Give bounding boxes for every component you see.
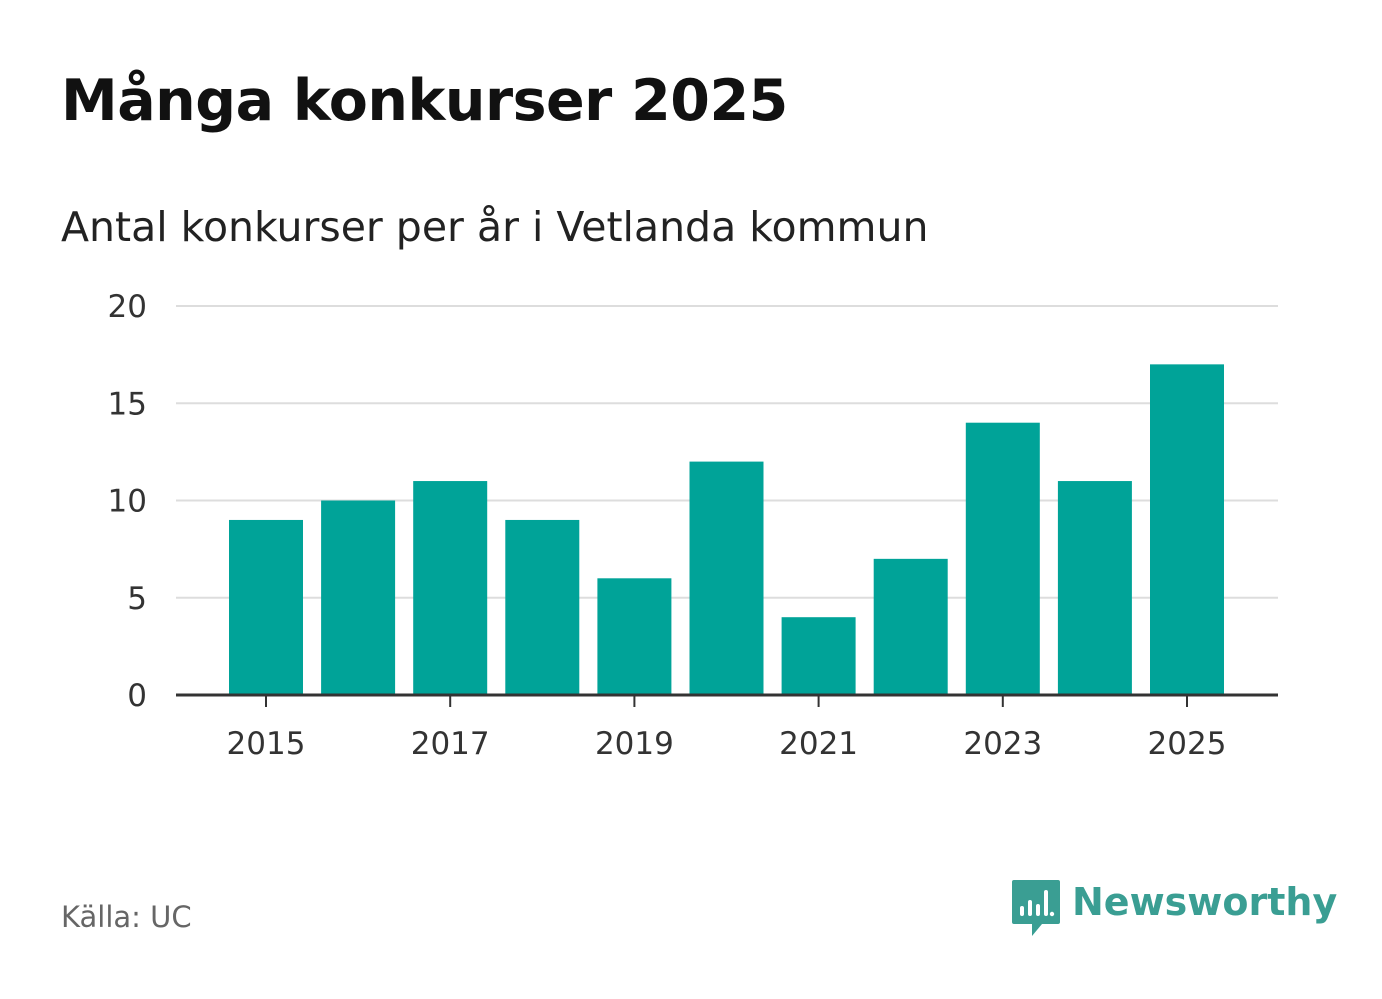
bar-2023 [965,422,1040,695]
bar-2020 [689,461,764,695]
bar-2019 [597,578,672,695]
x-tick-label-2021: 2021 [779,726,858,762]
bar-2024 [1057,481,1132,695]
newsworthy-logo-icon [1012,880,1060,936]
y-tick-label-0: 0 [127,678,147,714]
bar-2017 [413,481,488,695]
bar-2022 [873,558,948,695]
source-note: Källa: UC [61,900,192,934]
y-tick-label-10: 10 [108,484,147,520]
bar-2021 [781,617,856,695]
y-tick-label-15: 15 [108,386,147,422]
y-tick-label-20: 20 [108,289,147,325]
bar-2015 [229,519,303,695]
bar-2025 [1150,364,1224,695]
x-tick-label-2019: 2019 [595,726,674,762]
brand-name: Newsworthy [1072,880,1338,924]
x-tick-label-2025: 2025 [1148,726,1227,762]
bars [229,364,1224,695]
x-tick-label-2017: 2017 [411,726,490,762]
chart-subtitle: Antal konkurser per år i Vetlanda kommun [61,203,929,251]
bar-2016 [321,500,396,695]
tick-labels: 0 5 10 15 20 2015 2017 2019 2021 2023 2025 [108,289,1227,762]
x-tick-label-2015: 2015 [227,726,306,762]
axes [176,693,1278,707]
bar-2018 [505,519,580,695]
y-tick-label-5: 5 [127,581,147,617]
chart-title: Många konkurser 2025 [61,68,788,134]
x-tick-label-2023: 2023 [963,726,1042,762]
brand-logo: Newsworthy [1010,878,1337,940]
